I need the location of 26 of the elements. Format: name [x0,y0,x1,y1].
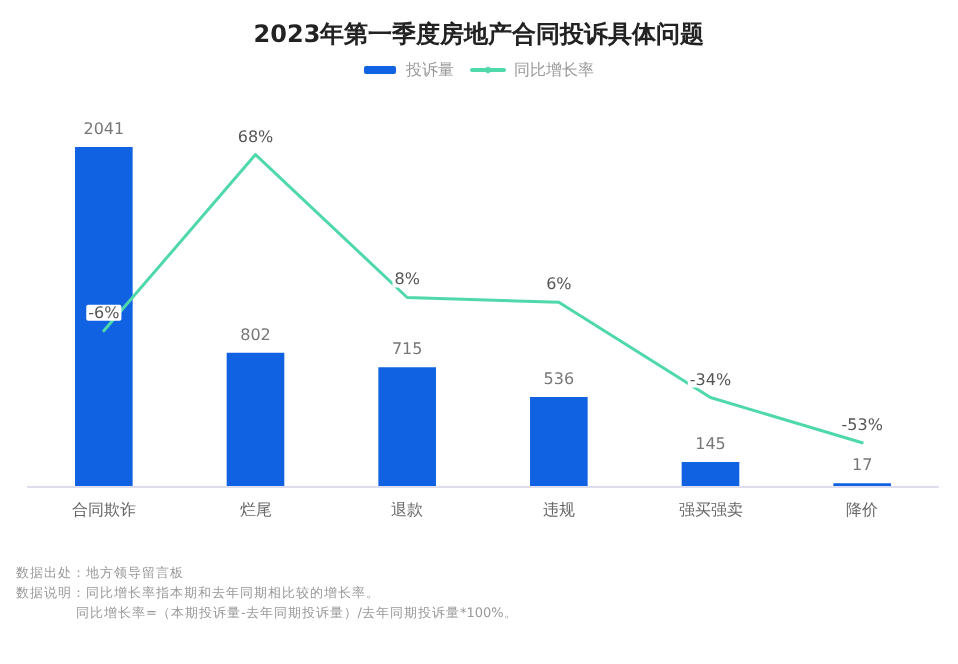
x-tick-label: 强买强卖 [678,501,743,519]
legend-label: 投诉量 [404,61,454,79]
data-label: 17 [851,456,873,475]
x-tick-label: 降价 [846,501,879,519]
data-label: 68% [237,127,275,146]
x-tick-label: 烂尾 [239,501,272,519]
x-tick-label: 退款 [391,501,424,519]
data-label: 145 [695,434,726,453]
legend-label: 同比增长率 [514,61,594,79]
data-label: 536 [543,370,575,388]
bar [530,397,588,486]
data-label: 8% [394,270,421,289]
data-label: -53% [841,415,884,434]
bar [681,461,740,486]
data-label: 6% [546,275,573,294]
bar [378,367,436,486]
data-label: -34% [689,370,732,389]
x-tick-label: 合同欺诈 [71,501,136,519]
bar [226,352,285,486]
chart-title: 2023年第一季度房地产合同投诉具体问题 [253,20,705,48]
x-tick-label: 违规 [542,501,575,519]
data-label: -6% [88,303,121,322]
data-label: 715 [391,340,423,359]
data-label: 2041 [83,120,125,139]
data-label: 802 [240,325,271,344]
bar [75,147,133,486]
